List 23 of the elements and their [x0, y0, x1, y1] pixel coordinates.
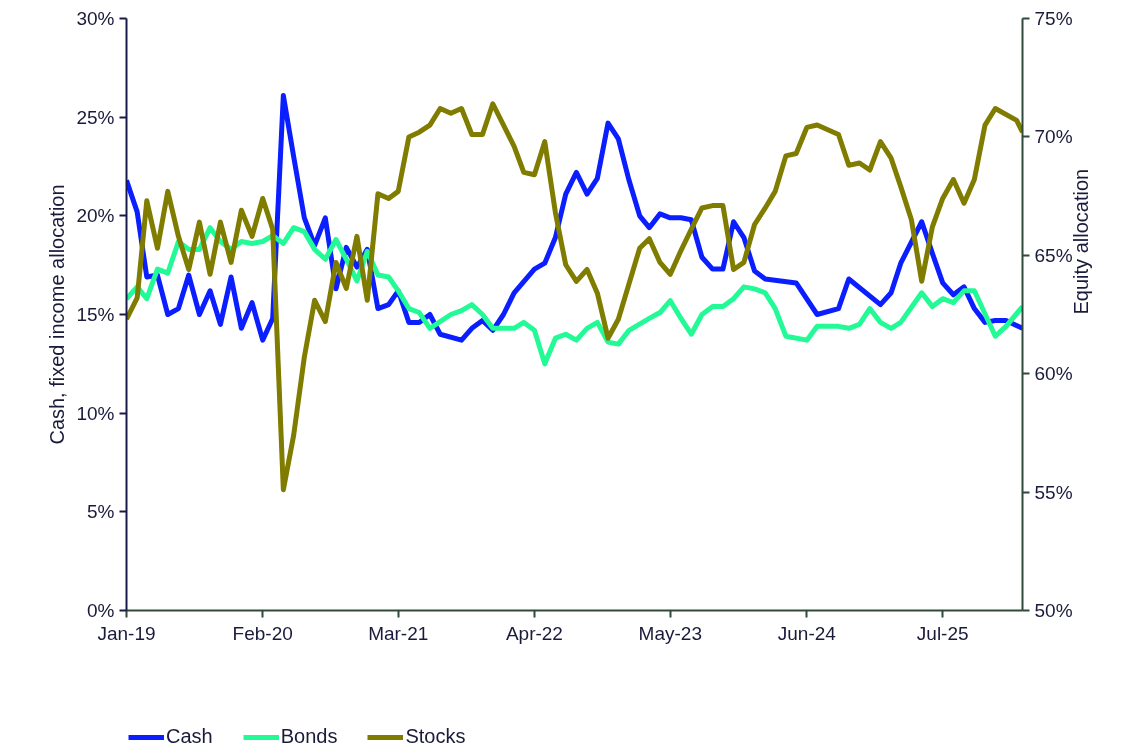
legend-label: Stocks — [405, 725, 466, 748]
legend-label: Cash — [166, 725, 213, 748]
x-tick-label: Jul-25 — [916, 622, 969, 644]
x-tick-label: Apr-22 — [505, 622, 563, 644]
y-tick-label: 10% — [76, 402, 115, 424]
x-tick-label: Jan-19 — [97, 622, 156, 644]
y-tick-label: 15% — [76, 304, 115, 325]
y-tick-label: 0% — [87, 600, 115, 621]
y2-tick-label: 55% — [1034, 481, 1073, 503]
y-tick-label: 25% — [76, 106, 115, 128]
y-tick-label: 5% — [87, 501, 115, 523]
x-tick-label: Feb-20 — [232, 622, 293, 644]
legend-label: Bonds — [280, 725, 338, 748]
y-tick-label: 20% — [76, 205, 115, 227]
y2-tick-label: 50% — [1034, 600, 1073, 621]
x-tick-label: May-23 — [638, 622, 702, 644]
x-tick-label: Mar-21 — [368, 622, 429, 644]
y2-tick-label: 60% — [1034, 363, 1073, 385]
y-axis-title: Cash, fixed income allocation — [46, 184, 69, 445]
y-tick-label: 30% — [76, 8, 115, 29]
y2-tick-label: 75% — [1034, 8, 1073, 29]
y2-tick-label: 70% — [1034, 126, 1073, 148]
x-tick-label: Jun-24 — [777, 622, 837, 644]
